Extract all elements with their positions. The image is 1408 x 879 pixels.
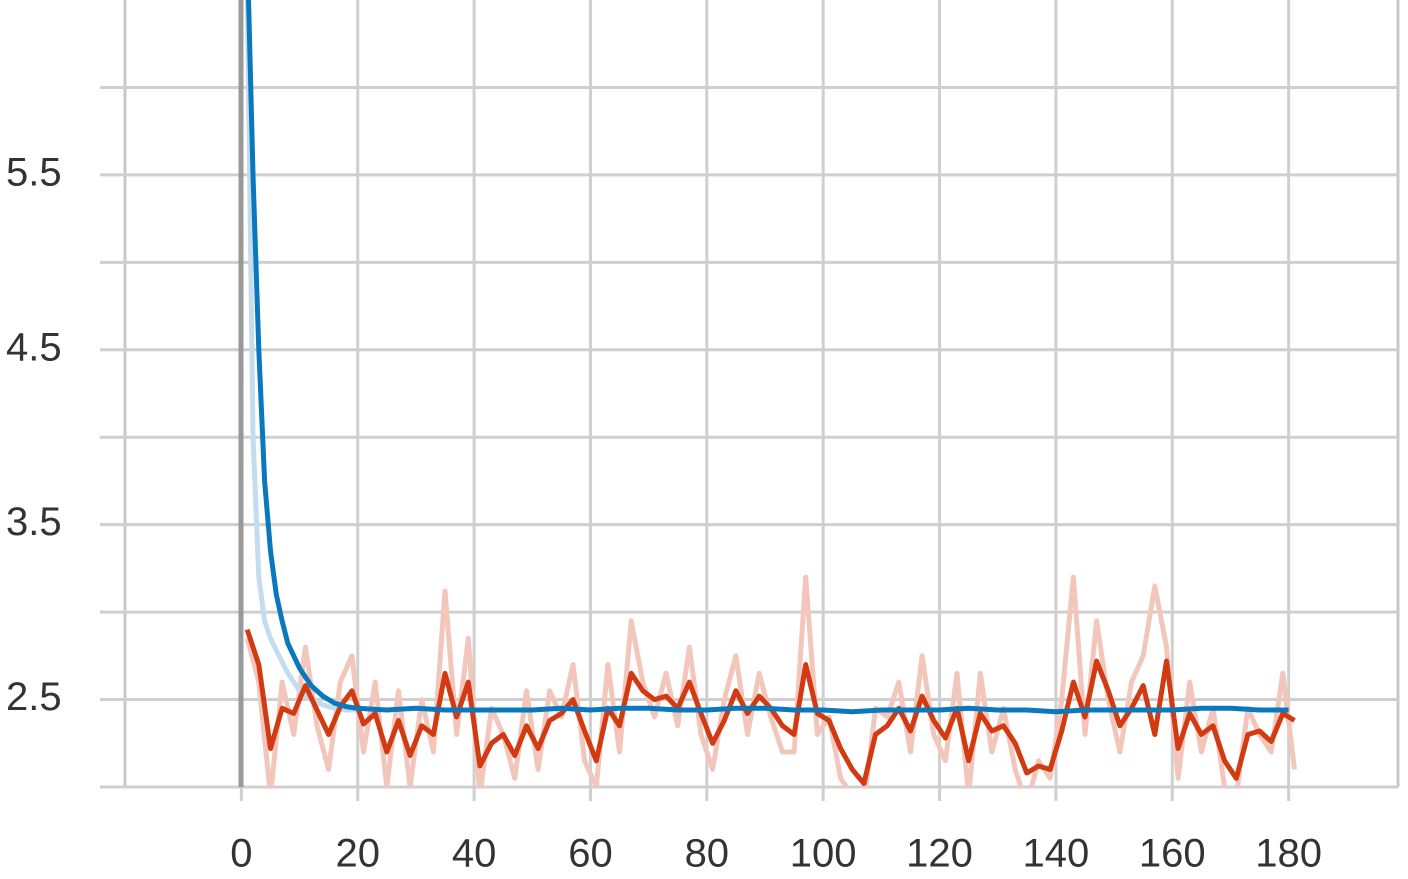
x-tick-label: 80 (685, 832, 730, 876)
y-tick-label: 2.5 (6, 675, 62, 719)
y-tick-label: 4.5 (6, 325, 62, 369)
series-line (246, 0, 1289, 715)
tick-labels: 2.5 3.5 4.5 5.5 0 20 40 60 80 100 120 140 160 180 (6, 150, 1322, 875)
x-tick-label: 160 (1139, 832, 1206, 876)
x-tick-label: 0 (230, 832, 252, 876)
series-line (244, 574, 1297, 787)
x-tick-label: 40 (452, 832, 497, 876)
plot-lines (244, 0, 1297, 787)
series-line (244, 0, 358, 713)
x-tick-label: 180 (1255, 832, 1322, 876)
x-tick-label: 20 (335, 832, 380, 876)
x-tick-label: 60 (568, 832, 613, 876)
y-tick-label: 5.5 (6, 150, 62, 194)
x-tick-label: 140 (1023, 832, 1090, 876)
x-tick-label: 120 (906, 832, 973, 876)
x-tick-label: 100 (790, 832, 857, 876)
y-tick-label: 3.5 (6, 500, 62, 544)
